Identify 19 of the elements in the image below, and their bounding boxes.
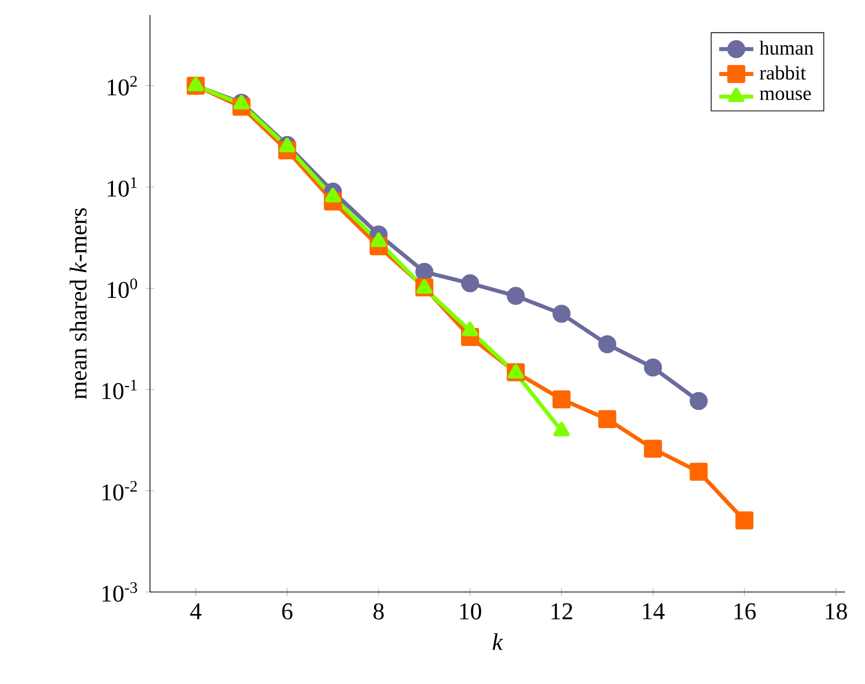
x-tick-label: 12: [552, 603, 572, 620]
y-tick-label: 10$^{-3}$: [102, 582, 138, 602]
y-tick-label: 10$^{0}$: [108, 278, 138, 298]
x-axis-title: k: [492, 633, 504, 650]
x-tick-label: 8: [374, 603, 384, 620]
legend-label: mouse: [760, 90, 811, 100]
x-tick-label: 16: [734, 603, 756, 620]
x-tick-label: 14: [643, 603, 665, 620]
y-tick-label: 10$^{-2}$: [102, 480, 137, 501]
legend-label: human: [760, 40, 814, 55]
x-tick-label: 18: [826, 603, 847, 620]
x-tick-label: 6: [282, 603, 292, 620]
y-tick-label: 10$^{2}$: [108, 76, 137, 96]
x-tick-label: 4: [190, 603, 202, 620]
legend-label: rabbit: [760, 66, 806, 80]
y-tick-label: 10$^{-1}$: [102, 380, 137, 400]
x-tick-label: 10: [460, 603, 482, 620]
y-axis-title: mean shared k-mers: [70, 208, 87, 400]
y-tick-label: 10$^{1}$: [108, 177, 137, 197]
